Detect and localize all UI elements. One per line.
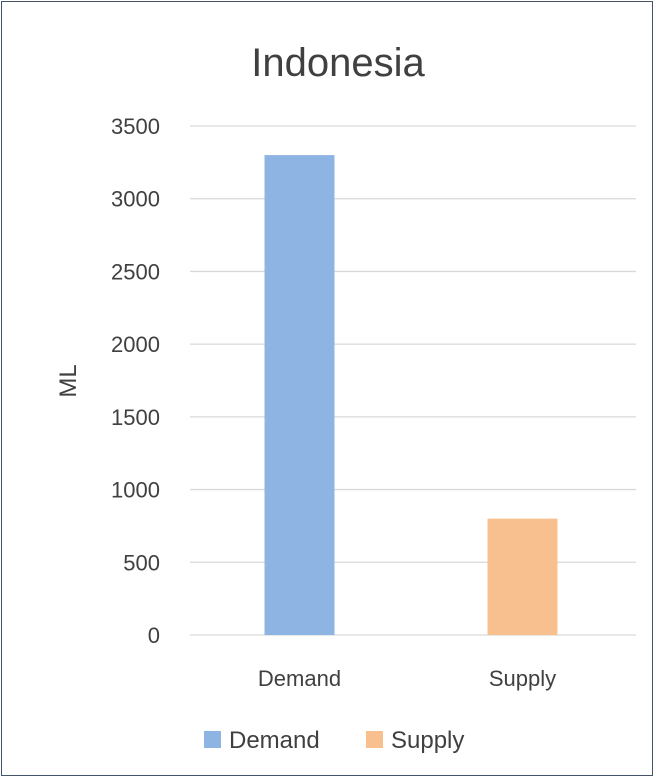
y-tick-label: 3500 (111, 114, 160, 139)
legend-label: Demand (229, 727, 320, 754)
legend-label: Supply (391, 727, 464, 754)
y-tick-label: 3000 (111, 187, 160, 212)
y-tick-label: 1000 (111, 478, 160, 503)
bar-demand (264, 155, 335, 636)
y-tick-label: 2500 (111, 259, 160, 284)
legend: Demand Supply (204, 727, 464, 754)
chart-title: Indonesia (251, 41, 425, 85)
gridlines (190, 125, 636, 636)
bar-supply (487, 518, 558, 635)
y-tick-label: 1500 (111, 405, 160, 430)
y-axis-label: ML (55, 364, 82, 397)
y-tick-label: 0 (148, 623, 160, 648)
y-tick-label: 2000 (111, 332, 160, 357)
x-tick-label: Supply (489, 666, 556, 691)
legend-swatch-supply (366, 731, 383, 748)
x-tick-labels: Demand Supply (258, 666, 556, 691)
x-tick-label: Demand (258, 666, 341, 691)
legend-swatch-demand (204, 731, 221, 748)
bars (264, 155, 558, 636)
y-tick-label: 500 (123, 550, 160, 575)
y-tick-labels: 0 500 1000 1500 2000 2500 3000 3500 (111, 114, 160, 648)
